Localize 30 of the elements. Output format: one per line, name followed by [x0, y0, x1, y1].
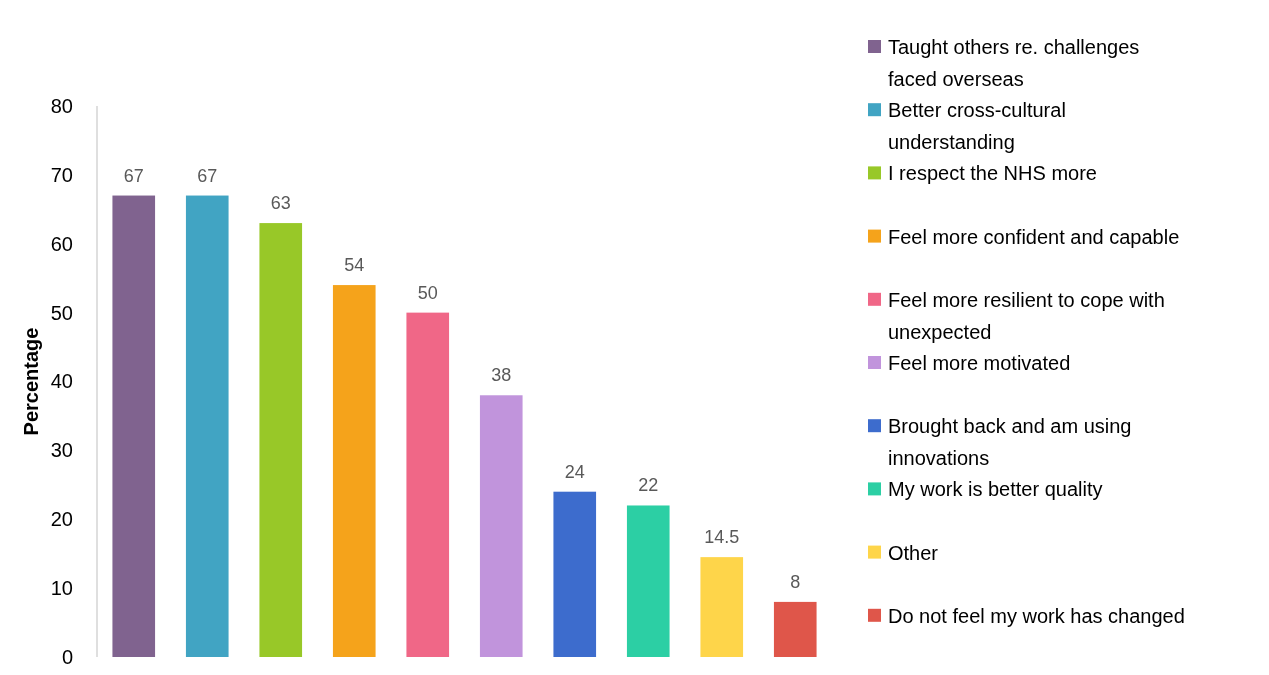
data-label: 67 [197, 165, 218, 186]
data-label: 14.5 [704, 527, 740, 548]
legend-label: Better cross-cultural understanding [888, 99, 1066, 154]
data-label: 22 [638, 475, 659, 496]
y-tick-label: 10 [50, 577, 73, 600]
y-tick-label: 60 [50, 232, 73, 255]
y-tick-label: 70 [50, 163, 73, 186]
legend-label: Taught others re. challenges faced overseas [888, 36, 1140, 90]
data-label: 67 [123, 165, 144, 186]
data-label: 24 [564, 461, 585, 482]
y-tick-label: 0 [61, 645, 73, 668]
legend-label: I respect the NHS more [888, 162, 1097, 185]
legend-label: Feel more motivated [888, 352, 1071, 374]
y-tick-label: 80 [50, 94, 73, 117]
legend-label: Feel more confident and capable [888, 225, 1180, 248]
legend-label: My work is better quality [888, 478, 1103, 501]
legend-label: Other [888, 541, 939, 564]
data-label: 54 [344, 255, 365, 276]
legend-label: Brought back and am using innovations [888, 415, 1132, 470]
data-label: 50 [417, 282, 438, 303]
y-axis-title: Percentage [20, 327, 42, 436]
y-tick-label: 30 [50, 439, 73, 462]
data-label: 63 [270, 193, 291, 214]
y-tick-label: 20 [50, 508, 73, 531]
y-tick-label: 40 [50, 370, 73, 393]
data-label: 38 [491, 365, 512, 386]
y-tick-label: 50 [50, 301, 73, 324]
legend-label: Do not feel my work has changed [888, 604, 1185, 627]
data-label: 8 [790, 571, 801, 592]
legend-label: Feel more resilient to cope with unexpected [888, 288, 1165, 343]
